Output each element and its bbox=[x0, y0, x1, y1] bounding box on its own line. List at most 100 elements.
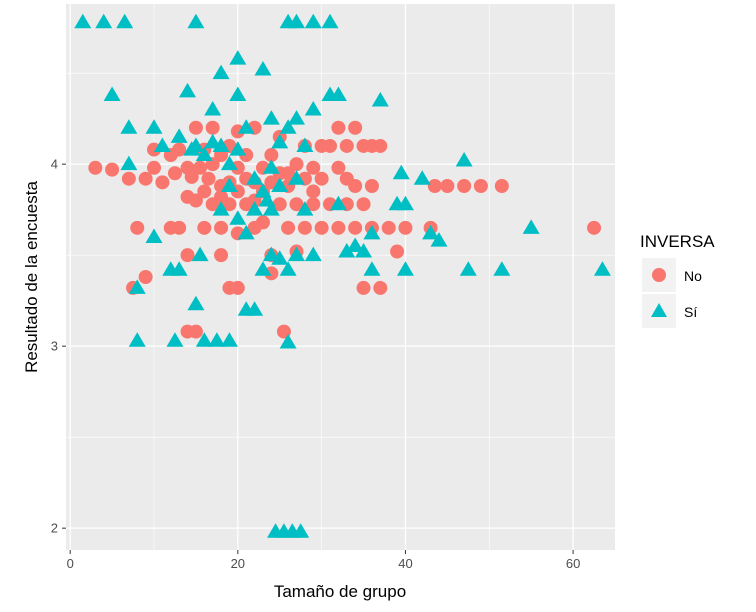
point-si bbox=[187, 137, 205, 152]
point-si bbox=[220, 332, 238, 347]
point-no bbox=[398, 220, 413, 235]
point-no bbox=[331, 220, 346, 235]
x-tick-label: 60 bbox=[566, 556, 580, 571]
point-si bbox=[246, 201, 264, 216]
point-no bbox=[197, 184, 212, 199]
point-si bbox=[195, 332, 213, 347]
point-si bbox=[304, 13, 322, 29]
point-si bbox=[187, 13, 205, 29]
point-si bbox=[338, 243, 356, 258]
point-no bbox=[289, 157, 304, 172]
point-no bbox=[339, 138, 354, 153]
point-no bbox=[440, 179, 455, 193]
point-si bbox=[279, 119, 297, 134]
point-si bbox=[329, 195, 347, 211]
x-tick-label: 20 bbox=[231, 556, 245, 571]
point-no bbox=[167, 166, 182, 181]
point-si bbox=[493, 261, 511, 276]
point-si bbox=[304, 101, 322, 116]
point-si bbox=[166, 332, 184, 347]
point-no bbox=[88, 160, 103, 175]
legend-title: INVERSA bbox=[640, 232, 715, 251]
point-no bbox=[155, 175, 170, 190]
point-si bbox=[128, 332, 146, 347]
point-si bbox=[321, 13, 339, 29]
point-si bbox=[145, 119, 163, 134]
point-si bbox=[287, 246, 305, 262]
point-si bbox=[246, 301, 264, 316]
point-si bbox=[371, 91, 389, 107]
point-si bbox=[95, 13, 113, 29]
point-si bbox=[329, 86, 347, 101]
point-si bbox=[392, 164, 410, 180]
point-si bbox=[229, 86, 247, 101]
point-si bbox=[262, 159, 280, 174]
point-si bbox=[292, 523, 310, 538]
point-si bbox=[296, 201, 314, 216]
point-no bbox=[138, 171, 153, 186]
point-no bbox=[348, 120, 363, 135]
point-no bbox=[272, 197, 287, 212]
x-tick-label: 0 bbox=[67, 556, 74, 571]
point-no bbox=[587, 220, 602, 235]
point-si bbox=[128, 279, 146, 294]
point-no bbox=[306, 197, 321, 212]
point-no bbox=[348, 220, 363, 235]
point-no bbox=[214, 220, 229, 235]
point-si bbox=[304, 246, 322, 262]
point-no bbox=[306, 184, 321, 199]
x-tick-label: 40 bbox=[398, 556, 412, 571]
point-no bbox=[121, 171, 136, 186]
point-no bbox=[323, 138, 338, 153]
point-si bbox=[271, 250, 289, 265]
point-si bbox=[455, 152, 473, 167]
point-si bbox=[363, 224, 381, 240]
point-no bbox=[197, 220, 212, 235]
point-si bbox=[116, 13, 134, 29]
point-no bbox=[147, 160, 162, 175]
point-si bbox=[74, 13, 92, 29]
point-si bbox=[212, 64, 230, 80]
point-no bbox=[188, 120, 203, 135]
point-si bbox=[237, 119, 255, 134]
y-tick-label: 3 bbox=[51, 339, 58, 354]
point-no bbox=[473, 179, 488, 193]
point-si bbox=[145, 228, 163, 243]
point-si bbox=[296, 137, 314, 152]
point-no bbox=[306, 160, 321, 175]
x-axis-ticks: 0 20 40 60 bbox=[67, 550, 580, 571]
point-no bbox=[130, 220, 145, 235]
point-si bbox=[271, 133, 289, 149]
point-si bbox=[287, 170, 305, 185]
y-axis-title: Resultado de la encuesta bbox=[22, 181, 41, 373]
y-axis-ticks: 2 3 4 bbox=[51, 157, 66, 536]
point-no bbox=[214, 248, 229, 263]
point-no bbox=[138, 270, 153, 284]
y-tick-label: 2 bbox=[51, 521, 58, 536]
point-no bbox=[331, 160, 346, 175]
point-no bbox=[373, 138, 388, 153]
point-no bbox=[356, 280, 371, 295]
point-si bbox=[262, 110, 280, 125]
point-no bbox=[172, 220, 187, 235]
point-si bbox=[170, 261, 188, 276]
point-si bbox=[179, 82, 197, 98]
point-no bbox=[188, 324, 203, 339]
point-si bbox=[279, 261, 297, 276]
point-si bbox=[355, 243, 373, 258]
point-no bbox=[172, 142, 187, 157]
point-no bbox=[427, 179, 442, 193]
point-si bbox=[279, 334, 297, 349]
point-no bbox=[180, 248, 195, 263]
grid-minor bbox=[66, 4, 615, 550]
point-si bbox=[237, 224, 255, 240]
point-no bbox=[276, 324, 291, 339]
point-si bbox=[363, 261, 381, 276]
point-si bbox=[413, 170, 431, 185]
series-si-points bbox=[74, 13, 611, 538]
point-si bbox=[212, 201, 230, 216]
point-no bbox=[193, 160, 208, 175]
point-si bbox=[254, 261, 272, 276]
point-si bbox=[212, 137, 230, 152]
point-si bbox=[287, 110, 305, 125]
